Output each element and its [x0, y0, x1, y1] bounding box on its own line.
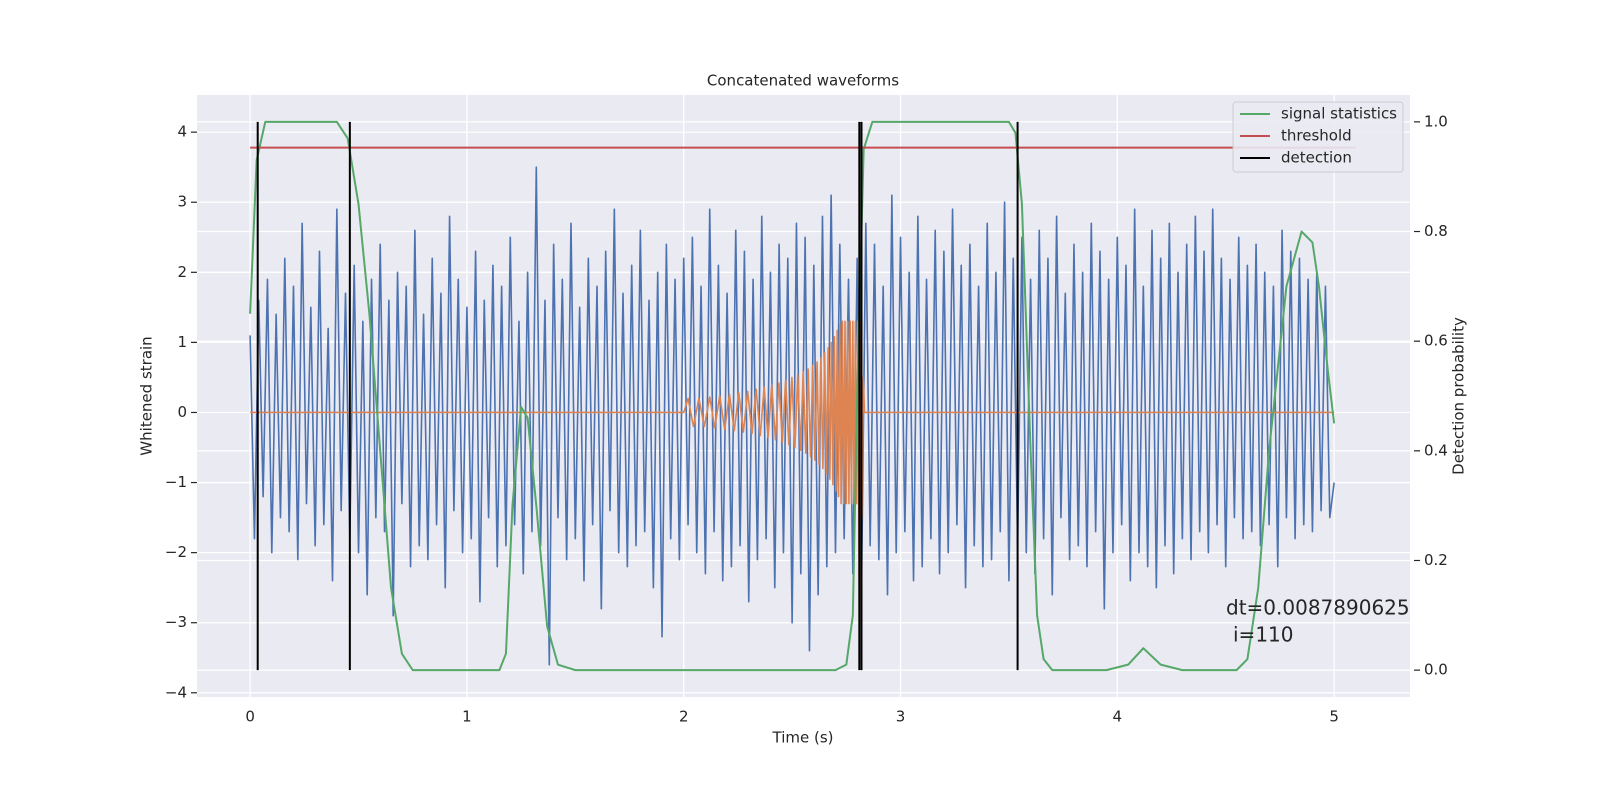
y-tick-label: 1 — [177, 333, 187, 351]
legend-label: signal statistics — [1281, 105, 1397, 123]
annotation: i=110 — [1233, 623, 1294, 647]
x-axis-label: Time (s) — [772, 729, 834, 747]
y2-tick-label: 0.6 — [1424, 332, 1448, 350]
annotation: dt=0.0087890625 — [1226, 596, 1410, 620]
x-tick-label: 0 — [245, 708, 255, 726]
series-line — [249, 166, 1335, 666]
x-tick-label: 2 — [679, 708, 689, 726]
y2-axis-label: Detection probability — [1450, 317, 1468, 475]
y-tick-label: −1 — [165, 473, 187, 491]
series-line — [249, 120, 1336, 672]
y-tick-label: 4 — [177, 123, 187, 141]
legend-label: detection — [1281, 149, 1352, 167]
y-tick-label: 3 — [177, 193, 187, 211]
x-tick-label: 3 — [896, 708, 906, 726]
y2-tick-label: 0.0 — [1424, 661, 1448, 679]
legend: signal statistics threshold detection — [1232, 101, 1404, 173]
chart-title: Concatenated waveforms — [707, 72, 899, 90]
x-tick-label: 4 — [1113, 708, 1123, 726]
x-tick-label: 1 — [462, 708, 472, 726]
y-tick-label: 0 — [177, 403, 187, 421]
x-tick-label: 5 — [1329, 708, 1339, 726]
y2-tick-label: 1.0 — [1424, 112, 1448, 130]
series-line — [250, 243, 1335, 624]
y2-tick-label: 0.8 — [1424, 222, 1448, 240]
y-tick-label: −4 — [165, 683, 187, 701]
y2-tick-label: 0.4 — [1424, 441, 1448, 459]
y-tick-label: 2 — [177, 263, 187, 281]
legend-box — [1232, 101, 1404, 173]
y-tick-label: −2 — [165, 543, 187, 561]
y2-tick-label: 0.2 — [1424, 551, 1448, 569]
legend-label: threshold — [1281, 127, 1352, 145]
y-tick-label: −3 — [165, 613, 187, 631]
y-axis-label: Whitened strain — [138, 336, 156, 455]
